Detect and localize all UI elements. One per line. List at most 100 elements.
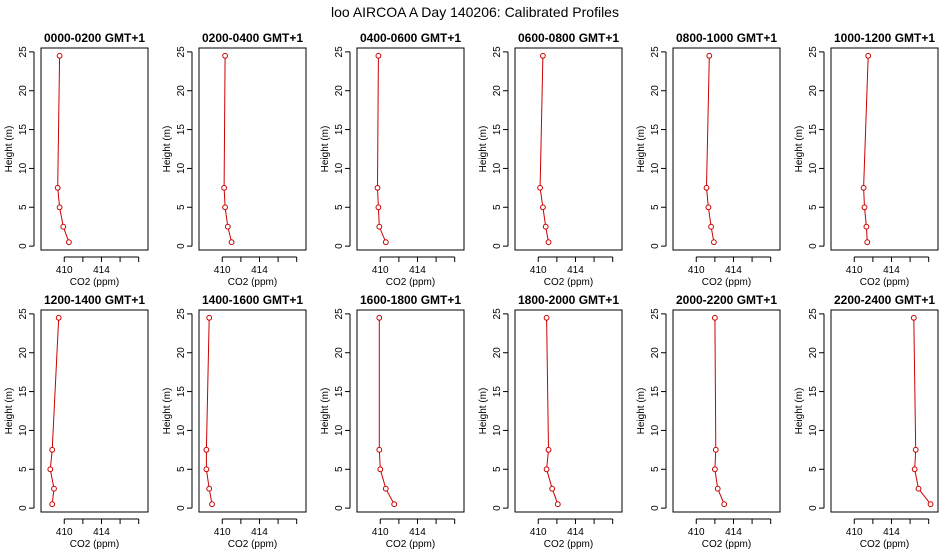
y-tick-label: 25 (334, 46, 345, 58)
x-tick-label: 410 (56, 527, 73, 538)
y-tick-label: 20 (808, 85, 819, 97)
y-tick-label: 0 (18, 243, 29, 249)
profile-line (378, 317, 395, 505)
y-tick-label: 25 (808, 308, 819, 320)
profile-point (376, 223, 383, 230)
profile-point (228, 239, 235, 246)
y-tick-label: 25 (650, 46, 661, 58)
x-tick-label: 414 (725, 265, 742, 276)
y-tick-label: 15 (808, 386, 819, 398)
panel-3: 0400-0600 GMT+1 0 5 10 15 20 25 Height (m) 410 41… (320, 31, 465, 288)
x-axis-label: CO2 (ppm) (702, 539, 751, 550)
plot-frame (40, 309, 149, 513)
x-axis-label: CO2 (ppm) (228, 277, 277, 288)
y-axis-label: Height (m) (4, 126, 15, 173)
profile-line (913, 317, 931, 505)
x-tick-label: 410 (846, 527, 863, 538)
x-tick-label: 414 (567, 527, 584, 538)
plot-frame (514, 309, 623, 513)
x-tick-label: 410 (214, 265, 231, 276)
profile-point (540, 52, 546, 59)
panel-title: 1400-1600 GMT+1 (202, 293, 303, 307)
panel-title: 0800-1000 GMT+1 (676, 31, 777, 45)
y-tick-label: 25 (18, 308, 29, 320)
y-tick-label: 0 (650, 243, 661, 249)
y-tick-label: 0 (334, 243, 345, 249)
profile-point (375, 52, 382, 59)
panel-8: 1400-1600 GMT+1 0 5 10 15 20 25 Height (m) 410 41… (162, 293, 307, 550)
profile-point (209, 501, 215, 508)
y-tick-label: 25 (176, 46, 187, 58)
x-axis-label: CO2 (ppm) (860, 277, 909, 288)
y-tick-label: 5 (492, 466, 503, 472)
x-tick-label: 414 (725, 527, 742, 538)
y-axis-label: Height (m) (4, 388, 15, 435)
panel-12: 2200-2400 GMT+1 0 5 10 15 20 25 Height (m) 410 41… (794, 293, 939, 550)
figure-title: loo AIRCOA A Day 140206: Calibrated Prof… (331, 4, 619, 20)
profile-point (377, 466, 384, 473)
profile-point (224, 223, 231, 230)
x-tick-label: 414 (883, 265, 900, 276)
profile-point (221, 184, 228, 191)
profile-point (706, 52, 713, 59)
x-tick-label: 410 (372, 265, 389, 276)
y-tick-label: 25 (334, 308, 345, 320)
profile-point (912, 446, 919, 453)
y-tick-label: 0 (492, 243, 503, 249)
profile-point (203, 466, 210, 473)
y-tick-label: 15 (808, 124, 819, 136)
panel-title: 1600-1800 GMT+1 (360, 293, 461, 307)
profile-point (54, 184, 61, 191)
x-tick-label: 414 (93, 265, 110, 276)
y-axis-label: Height (m) (162, 126, 173, 173)
plot-frame (830, 309, 939, 513)
y-tick-label: 10 (650, 424, 661, 436)
profile-point (711, 239, 717, 246)
y-tick-label: 20 (176, 85, 187, 97)
y-tick-label: 5 (176, 204, 187, 210)
profile-point (391, 501, 398, 508)
profile-point (927, 501, 934, 508)
y-tick-label: 15 (176, 124, 187, 136)
x-axis-label: CO2 (ppm) (860, 539, 909, 550)
y-tick-label: 25 (492, 308, 503, 320)
profile-point (540, 204, 546, 211)
x-axis-label: CO2 (ppm) (544, 277, 593, 288)
y-tick-label: 15 (492, 386, 503, 398)
panel-title: 0200-0400 GMT+1 (202, 31, 303, 45)
x-tick-label: 414 (409, 265, 426, 276)
profile-point (542, 223, 549, 230)
y-tick-label: 10 (334, 162, 345, 174)
y-tick-label: 10 (650, 162, 661, 174)
y-tick-label: 5 (334, 466, 345, 472)
profile-point (712, 446, 719, 453)
y-tick-label: 0 (808, 243, 819, 249)
profile-point (49, 446, 56, 453)
profile-line (714, 317, 725, 505)
y-tick-label: 0 (176, 505, 187, 511)
y-tick-label: 5 (808, 466, 819, 472)
x-tick-label: 410 (214, 527, 231, 538)
profile-point (60, 223, 67, 230)
panel-4: 0600-0800 GMT+1 0 5 10 15 20 25 Height (m) 410 41… (478, 31, 623, 288)
y-tick-label: 15 (334, 124, 345, 136)
x-axis-label: CO2 (ppm) (386, 277, 435, 288)
y-tick-label: 15 (18, 124, 29, 136)
x-tick-label: 410 (372, 527, 389, 538)
y-tick-label: 25 (492, 46, 503, 58)
profile-point (537, 184, 543, 191)
y-tick-label: 5 (492, 204, 503, 210)
y-tick-label: 25 (650, 308, 661, 320)
profile-point (721, 501, 728, 508)
profile-point (47, 466, 54, 473)
y-axis-label: Height (m) (636, 388, 647, 435)
profile-line (223, 55, 233, 243)
profile-point (863, 223, 870, 230)
profile-point (705, 204, 712, 211)
profile-point (543, 466, 550, 473)
y-tick-label: 0 (650, 505, 661, 511)
y-tick-label: 10 (492, 162, 503, 174)
x-axis-label: CO2 (ppm) (544, 539, 593, 550)
y-tick-label: 5 (176, 466, 187, 472)
